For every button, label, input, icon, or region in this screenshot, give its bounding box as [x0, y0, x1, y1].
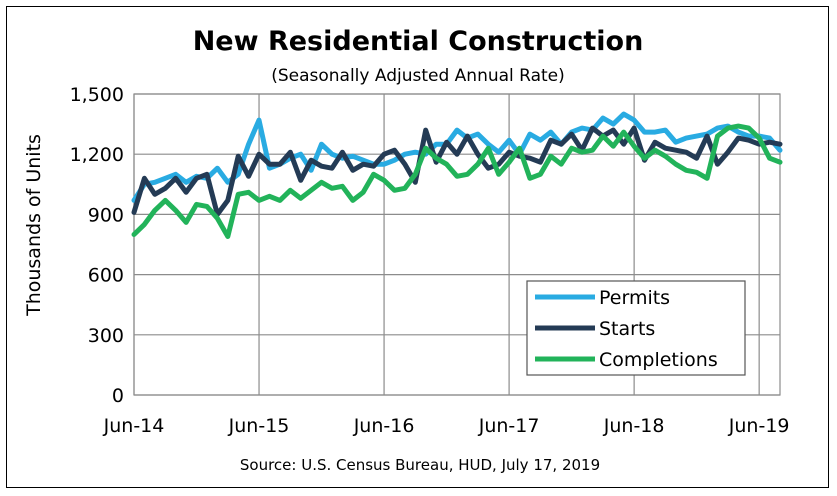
x-tick-label: Jun-16 — [353, 415, 415, 437]
plot-border — [133, 93, 781, 396]
y-tick-label: 1,200 — [70, 144, 124, 166]
y-tick-label: 1,500 — [70, 84, 124, 106]
series-line-starts — [131, 125, 783, 217]
chart-title: New Residential Construction — [193, 26, 644, 57]
legend: Permits Starts Completions — [526, 280, 746, 376]
x-tick-label: Jun-17 — [478, 415, 540, 437]
y-tick-label: 0 — [112, 385, 124, 407]
y-tick-label: 900 — [88, 204, 124, 226]
y-tick-label: 300 — [88, 325, 124, 347]
chart-subtitle: (Seasonally Adjusted Annual Rate) — [271, 66, 565, 86]
y-axis-label: Thousands of Units — [23, 134, 45, 317]
chart-frame — [6, 6, 829, 488]
series-line-completions — [131, 123, 783, 239]
legend-label-permits: Permits — [599, 287, 670, 309]
x-tick-label: Jun-19 — [728, 415, 790, 437]
legend-label-starts: Starts — [599, 318, 655, 340]
x-tick-label: Jun-15 — [228, 415, 290, 437]
x-tick-label: Jun-14 — [103, 415, 165, 437]
legend-label-completions: Completions — [599, 349, 718, 371]
source-note: Source: U.S. Census Bureau, HUD, July 17… — [240, 456, 600, 474]
y-tick-label: 600 — [88, 265, 124, 287]
x-tick-label: Jun-18 — [603, 415, 665, 437]
plot-area: 0 300 600 900 1,200 1,500 Jun-14 Jun-15 Jun-16 Ju… — [70, 84, 790, 437]
